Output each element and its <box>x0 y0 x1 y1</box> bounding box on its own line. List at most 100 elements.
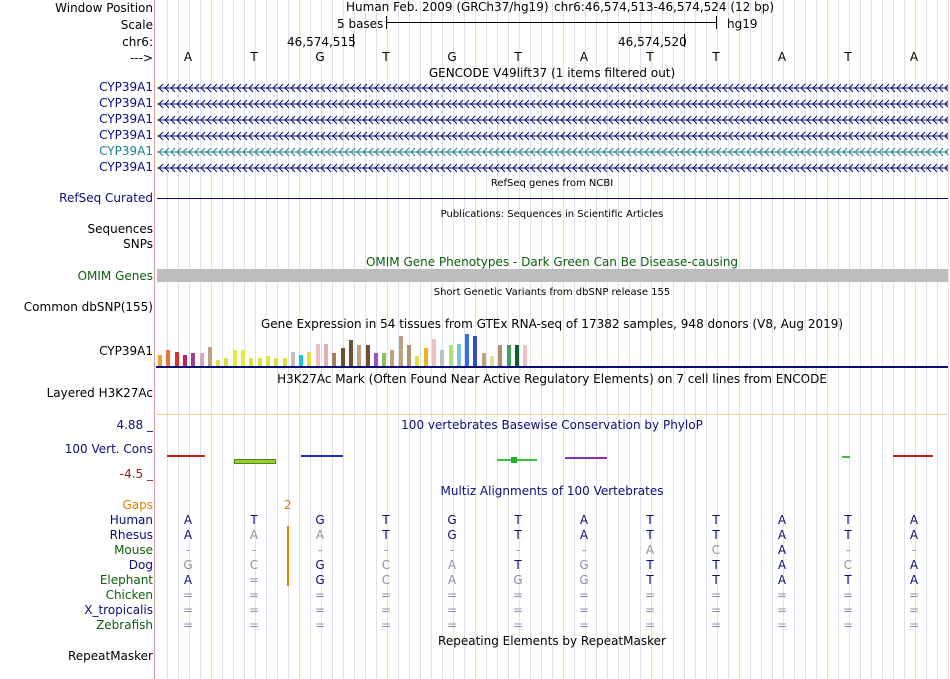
gtex-tissue-bar[interactable] <box>514 345 519 366</box>
scale-label[interactable]: Scale <box>120 18 153 32</box>
gtex-tissue-bar[interactable] <box>274 358 279 366</box>
species-label[interactable]: Zebrafish <box>96 618 153 632</box>
grid-line <box>464 0 465 679</box>
gencode-gene-label[interactable]: CYP39A1 <box>99 128 153 142</box>
gtex-tissue-bar[interactable] <box>390 350 395 366</box>
gtex-tissue-bar[interactable] <box>224 358 229 366</box>
gencode-gene-label[interactable]: CYP39A1 <box>99 112 153 126</box>
gtex-tissue-bar[interactable] <box>398 336 403 366</box>
gtex-tissue-bar[interactable] <box>440 350 445 366</box>
gtex-tissue-bar[interactable] <box>423 348 428 366</box>
gtex-tissue-bar[interactable] <box>506 345 511 366</box>
dbsnp-track-title[interactable]: Short Genetic Variants from dbSNP releas… <box>433 287 671 298</box>
gtex-expression-chart[interactable] <box>156 332 536 366</box>
omim-label[interactable]: OMIM Genes <box>77 269 153 283</box>
gencode-gene-label[interactable]: CYP39A1 <box>99 96 153 110</box>
repeatmasker-track-title[interactable]: Repeating Elements by RepeatMasker <box>438 634 666 648</box>
species-label[interactable]: Chicken <box>105 588 153 602</box>
gtex-tissue-bar[interactable] <box>207 347 212 366</box>
phylop-label[interactable]: 100 Vert. Cons <box>64 442 153 456</box>
sequences-label[interactable]: Sequences <box>87 222 153 236</box>
gencode-track-title[interactable]: GENCODE V49lift37 (1 items filtered out) <box>428 66 676 80</box>
gtex-tissue-bar[interactable] <box>407 345 411 366</box>
gtex-tissue-bar[interactable] <box>348 340 353 366</box>
gtex-tissue-bar[interactable] <box>415 356 420 366</box>
gtex-tissue-bar[interactable] <box>216 360 221 366</box>
gtex-tissue-bar[interactable] <box>365 345 370 366</box>
gtex-tissue-bar[interactable] <box>448 345 453 366</box>
gencode-gene-feature[interactable] <box>157 162 948 174</box>
gtex-tissue-bar[interactable] <box>290 352 295 366</box>
label-track-divider[interactable] <box>154 0 155 679</box>
alignment-base: G <box>315 558 325 572</box>
h3k27ac-label[interactable]: Layered H3K27Ac <box>46 386 153 400</box>
gtex-tissue-bar[interactable] <box>490 356 494 366</box>
gtex-tissue-bar[interactable] <box>265 356 270 366</box>
gtex-tissue-bar[interactable] <box>473 336 478 366</box>
gencode-gene-feature[interactable] <box>157 130 948 142</box>
gtex-tissue-bar[interactable] <box>357 345 362 366</box>
grid-line <box>442 0 443 679</box>
refseq-label[interactable]: RefSeq Curated <box>59 191 153 205</box>
gtex-tissue-bar[interactable] <box>324 344 328 366</box>
gaps-label[interactable]: Gaps <box>122 498 153 512</box>
publications-track-title[interactable]: Publications: Sequences in Scientific Ar… <box>440 209 664 220</box>
refseq-track-title[interactable]: RefSeq genes from NCBI <box>490 178 614 189</box>
gtex-tissue-bar[interactable] <box>465 334 470 366</box>
snps-label[interactable]: SNPs <box>123 237 153 251</box>
omim-gene-bar[interactable] <box>157 269 948 282</box>
gtex-tissue-bar[interactable] <box>340 348 345 366</box>
gtex-tissue-bar[interactable] <box>257 358 262 366</box>
position-readout[interactable]: chr6:46,574,513-46,574,524 (12 bp) <box>554 0 775 14</box>
gtex-tissue-bar[interactable] <box>299 355 304 366</box>
gtex-tissue-bar[interactable] <box>481 353 486 366</box>
gencode-gene-feature[interactable] <box>157 98 948 110</box>
phylop-track-title[interactable]: 100 vertebrates Basewise Conservation by… <box>401 418 703 432</box>
gtex-tissue-bar[interactable] <box>315 344 320 366</box>
refseq-gene-line[interactable] <box>157 198 948 199</box>
gtex-tissue-bar[interactable] <box>249 358 254 366</box>
dbsnp-label[interactable]: Common dbSNP(155) <box>23 300 153 314</box>
gencode-gene-feature[interactable] <box>157 146 948 158</box>
gtex-tissue-bar[interactable] <box>431 339 436 366</box>
gencode-gene-label[interactable]: CYP39A1 <box>99 160 153 174</box>
species-label[interactable]: Mouse <box>114 543 153 557</box>
gtex-tissue-bar[interactable] <box>232 350 237 366</box>
gtex-tissue-bar[interactable] <box>523 345 528 366</box>
species-label[interactable]: Human <box>109 513 153 527</box>
multiz-track-title[interactable]: Multiz Alignments of 100 Vertebrates <box>440 484 664 498</box>
window-position-label[interactable]: Window Position <box>55 1 153 15</box>
species-label[interactable]: X_tropicalis <box>84 603 153 617</box>
gtex-tissue-bar[interactable] <box>332 353 337 366</box>
gtex-tissue-bar[interactable] <box>382 353 387 366</box>
gencode-gene-feature[interactable] <box>157 114 948 126</box>
gtex-tissue-bar[interactable] <box>498 345 503 366</box>
gtex-tissue-bar[interactable] <box>199 353 204 366</box>
gencode-gene-feature[interactable] <box>157 82 948 94</box>
gtex-tissue-bar[interactable] <box>174 352 179 366</box>
gtex-tissue-bar[interactable] <box>191 353 196 366</box>
gtex-tissue-bar[interactable] <box>282 358 287 366</box>
assembly-title[interactable]: Human Feb. 2009 (GRCh37/hg19) <box>346 0 549 14</box>
species-label[interactable]: Elephant <box>99 573 153 587</box>
gtex-tissue-bar[interactable] <box>241 350 245 366</box>
gtex-gene-label[interactable]: CYP39A1 <box>99 344 153 358</box>
gtex-tissue-bar[interactable] <box>182 355 187 366</box>
gtex-track-title[interactable]: Gene Expression in 54 tissues from GTEx … <box>260 317 844 331</box>
h3k27ac-track-title[interactable]: H3K27Ac Mark (Often Found Near Active Re… <box>277 372 827 386</box>
omim-track-title[interactable]: OMIM Gene Phenotypes - Dark Green Can Be… <box>365 255 739 269</box>
species-label[interactable]: Rhesus <box>109 528 153 542</box>
repeatmasker-label[interactable]: RepeatMasker <box>67 649 153 663</box>
gtex-tissue-bar[interactable] <box>158 355 162 366</box>
gtex-tissue-bar[interactable] <box>456 344 461 366</box>
gtex-tissue-bar[interactable] <box>373 353 378 366</box>
alignment-base: A <box>909 513 919 527</box>
gtex-tissue-bar[interactable] <box>166 350 171 366</box>
species-label[interactable]: Dog <box>128 558 153 572</box>
grid-line <box>860 0 861 679</box>
gencode-gene-label[interactable]: CYP39A1 <box>99 80 153 94</box>
alignment-base: = <box>710 588 722 602</box>
grid-line <box>937 0 938 679</box>
gencode-gene-label[interactable]: CYP39A1 <box>99 144 153 158</box>
gtex-tissue-bar[interactable] <box>307 352 312 366</box>
